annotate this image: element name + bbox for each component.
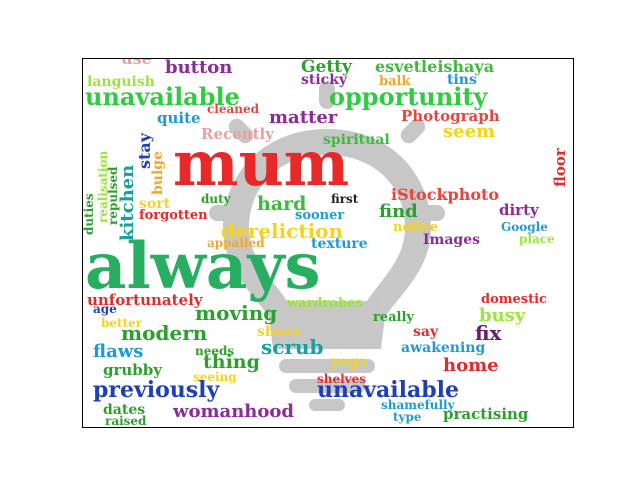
- word-modern: modern: [121, 321, 208, 345]
- word-scrub: scrub: [261, 335, 324, 359]
- word-unavailable: unavailable: [317, 377, 459, 403]
- word-recently: Recently: [201, 125, 274, 143]
- word-shamefully: shamefully: [381, 398, 455, 412]
- word-use: use: [121, 58, 152, 68]
- word-domestic: domestic: [481, 292, 547, 307]
- word-needs: needs: [195, 344, 235, 358]
- word-yoga: yoga: [331, 354, 368, 370]
- word-button: button: [165, 58, 233, 78]
- word-type: type: [393, 410, 422, 424]
- word-place: place: [519, 232, 555, 246]
- word-seem: seem: [443, 121, 496, 142]
- word-hard: hard: [257, 193, 307, 215]
- word-age: age: [93, 302, 117, 316]
- word-cleaned: cleaned: [207, 102, 260, 116]
- word-cloud-frame: use button Getty esvetleishaya languish stick…: [82, 58, 574, 428]
- word-seeing: seeing: [193, 370, 237, 384]
- word-thing: thing: [203, 351, 260, 373]
- word-texture: texture: [311, 236, 368, 252]
- word-awakening: awakening: [401, 340, 486, 356]
- word-sooner: sooner: [295, 208, 345, 223]
- word-sort: sort: [139, 196, 171, 212]
- word-unfortunately: unfortunately: [87, 291, 203, 309]
- word-dirty: dirty: [499, 201, 539, 219]
- word-google: Google: [501, 220, 548, 234]
- word-opportunity: opportunity: [329, 82, 488, 111]
- lightbulb-icon: [209, 81, 445, 411]
- word-home: home: [443, 355, 499, 376]
- word-appalled: appalled: [207, 236, 265, 250]
- word-floor: floor: [551, 148, 569, 187]
- word-say: say: [413, 324, 439, 340]
- word-istockphoto: iStockphoto: [391, 185, 500, 204]
- word-always: always: [85, 229, 321, 304]
- word-getty: Getty: [301, 58, 352, 77]
- word-dereliction: dereliction: [221, 219, 344, 243]
- word-languish: languish: [87, 74, 155, 90]
- word-raised: raised: [105, 414, 147, 428]
- word-photograph: Photograph: [401, 107, 500, 125]
- word-first: first: [331, 192, 359, 206]
- word-unavailable: unavailable: [85, 82, 240, 111]
- word-moving: moving: [195, 301, 278, 325]
- word-wardrobes: wardrobes: [287, 296, 363, 311]
- word-flaws: flaws: [93, 341, 144, 362]
- word-sticky: sticky: [301, 72, 348, 88]
- word-duty: duty: [201, 192, 231, 206]
- word-better: better: [101, 316, 143, 330]
- word-dates: dates: [103, 402, 146, 418]
- word-practising: practising: [443, 405, 529, 423]
- word-shoes: shoes: [257, 324, 302, 340]
- word-spiritual: spiritual: [323, 132, 390, 148]
- word-grubby: grubby: [103, 361, 162, 379]
- word-mum: mum: [173, 127, 350, 200]
- word-quite: quite: [157, 109, 201, 127]
- word-womanhood: womanhood: [173, 401, 294, 422]
- word-really: really: [373, 310, 414, 325]
- word-balk: balk: [379, 74, 411, 89]
- word-forgotten: forgotten: [139, 208, 208, 223]
- word-find: find: [379, 201, 418, 222]
- word-matter: matter: [269, 107, 338, 128]
- word-esvetleishaya: esvetleishaya: [375, 58, 495, 76]
- word-notice: notice: [393, 220, 439, 235]
- word-tins: tins: [447, 72, 477, 88]
- word-bulge: bulge: [150, 151, 166, 195]
- word-shelves: shelves: [317, 372, 367, 386]
- word-busy: busy: [479, 305, 526, 326]
- word-images: Images: [423, 232, 481, 248]
- word-fix: fix: [475, 321, 502, 345]
- word-previously: previously: [93, 377, 220, 403]
